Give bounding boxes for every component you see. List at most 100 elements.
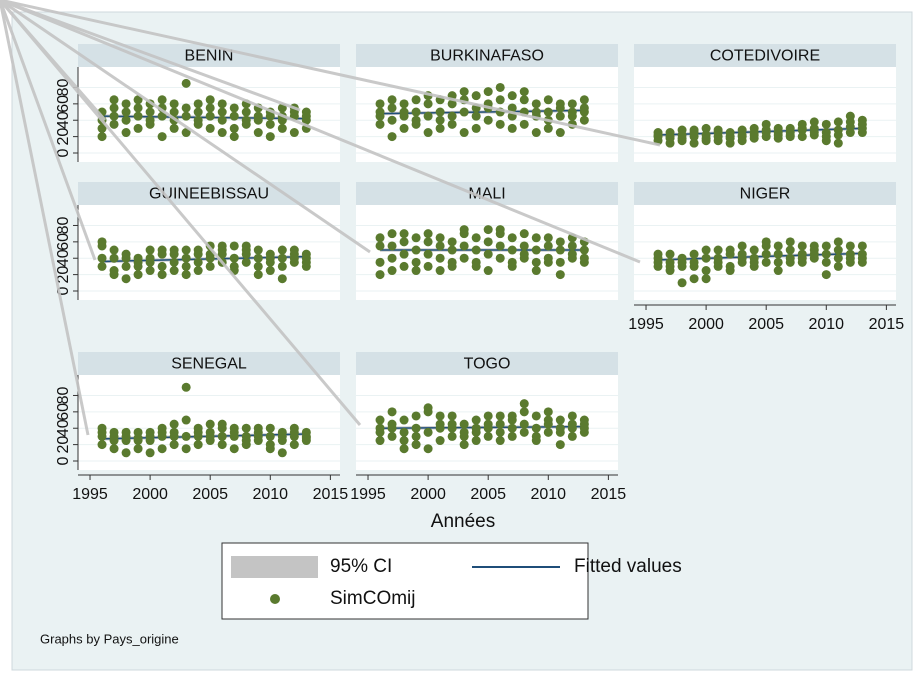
point (483, 431, 493, 441)
point (821, 119, 831, 129)
point (471, 91, 481, 101)
x-tick-label: 1995 (72, 486, 108, 503)
point (821, 132, 831, 142)
point (495, 419, 505, 429)
point (555, 99, 565, 109)
point (387, 241, 397, 251)
point (555, 128, 565, 138)
point (229, 103, 239, 113)
point (133, 444, 143, 454)
point (665, 132, 675, 142)
point (109, 444, 119, 454)
point (531, 107, 541, 117)
point (797, 123, 807, 133)
point (567, 423, 577, 433)
point (713, 257, 723, 267)
point (157, 95, 167, 105)
point (507, 123, 517, 133)
point (411, 266, 421, 276)
point (737, 241, 747, 251)
panel-header (356, 352, 618, 375)
point (411, 411, 421, 421)
point (375, 257, 385, 267)
point (471, 427, 481, 437)
legend-point-swatch (270, 594, 280, 604)
point (265, 132, 275, 142)
point (253, 128, 263, 138)
point (737, 132, 747, 142)
point (169, 257, 179, 267)
point (495, 411, 505, 421)
point (737, 125, 747, 135)
point (181, 245, 191, 255)
point (543, 123, 553, 133)
point (97, 123, 107, 133)
y-tick-label: 20 (55, 266, 72, 284)
point (555, 257, 565, 267)
point (181, 431, 191, 441)
point (97, 132, 107, 142)
point (229, 241, 239, 251)
point (677, 133, 687, 143)
point (411, 115, 421, 125)
point (193, 115, 203, 125)
x-axis-title: Années (431, 511, 495, 532)
point (241, 241, 251, 251)
x-tick-label: 2000 (410, 486, 446, 503)
point (145, 266, 155, 276)
point (797, 132, 807, 142)
x-tick-label: 1995 (350, 486, 386, 503)
point (423, 229, 433, 239)
point (181, 444, 191, 454)
point (653, 249, 663, 259)
point (411, 95, 421, 105)
y-tick-label: 80 (55, 386, 72, 404)
point (653, 257, 663, 267)
point (833, 253, 843, 263)
point (689, 261, 699, 271)
panel-header (78, 352, 340, 375)
point (833, 138, 843, 148)
point (193, 427, 203, 437)
y-tick-label: 0 (55, 286, 72, 295)
point (375, 270, 385, 280)
point (833, 261, 843, 271)
point (253, 253, 263, 263)
point (773, 249, 783, 259)
point (579, 253, 589, 263)
point (193, 99, 203, 109)
point (133, 95, 143, 105)
point (169, 419, 179, 429)
point (411, 107, 421, 117)
point (519, 119, 529, 129)
point (277, 448, 287, 458)
point (387, 115, 397, 125)
point (109, 95, 119, 105)
point (253, 245, 263, 255)
point (375, 99, 385, 109)
point (725, 245, 735, 255)
y-tick-label: 40 (55, 111, 72, 129)
point (701, 133, 711, 143)
point (411, 431, 421, 441)
y-tick-label: 20 (55, 436, 72, 454)
point (277, 274, 287, 284)
point (157, 261, 167, 271)
point (145, 448, 155, 458)
point (531, 411, 541, 421)
point (109, 253, 119, 263)
point (253, 261, 263, 271)
point (109, 103, 119, 113)
point (689, 274, 699, 284)
point (181, 261, 191, 271)
panel-header (356, 182, 618, 205)
point (435, 419, 445, 429)
y-tick-label: 60 (55, 403, 72, 421)
x-tick-label: 2010 (808, 316, 844, 333)
point (471, 245, 481, 255)
point (145, 115, 155, 125)
point (579, 95, 589, 105)
point (411, 257, 421, 267)
point (567, 99, 577, 109)
point (399, 99, 409, 109)
